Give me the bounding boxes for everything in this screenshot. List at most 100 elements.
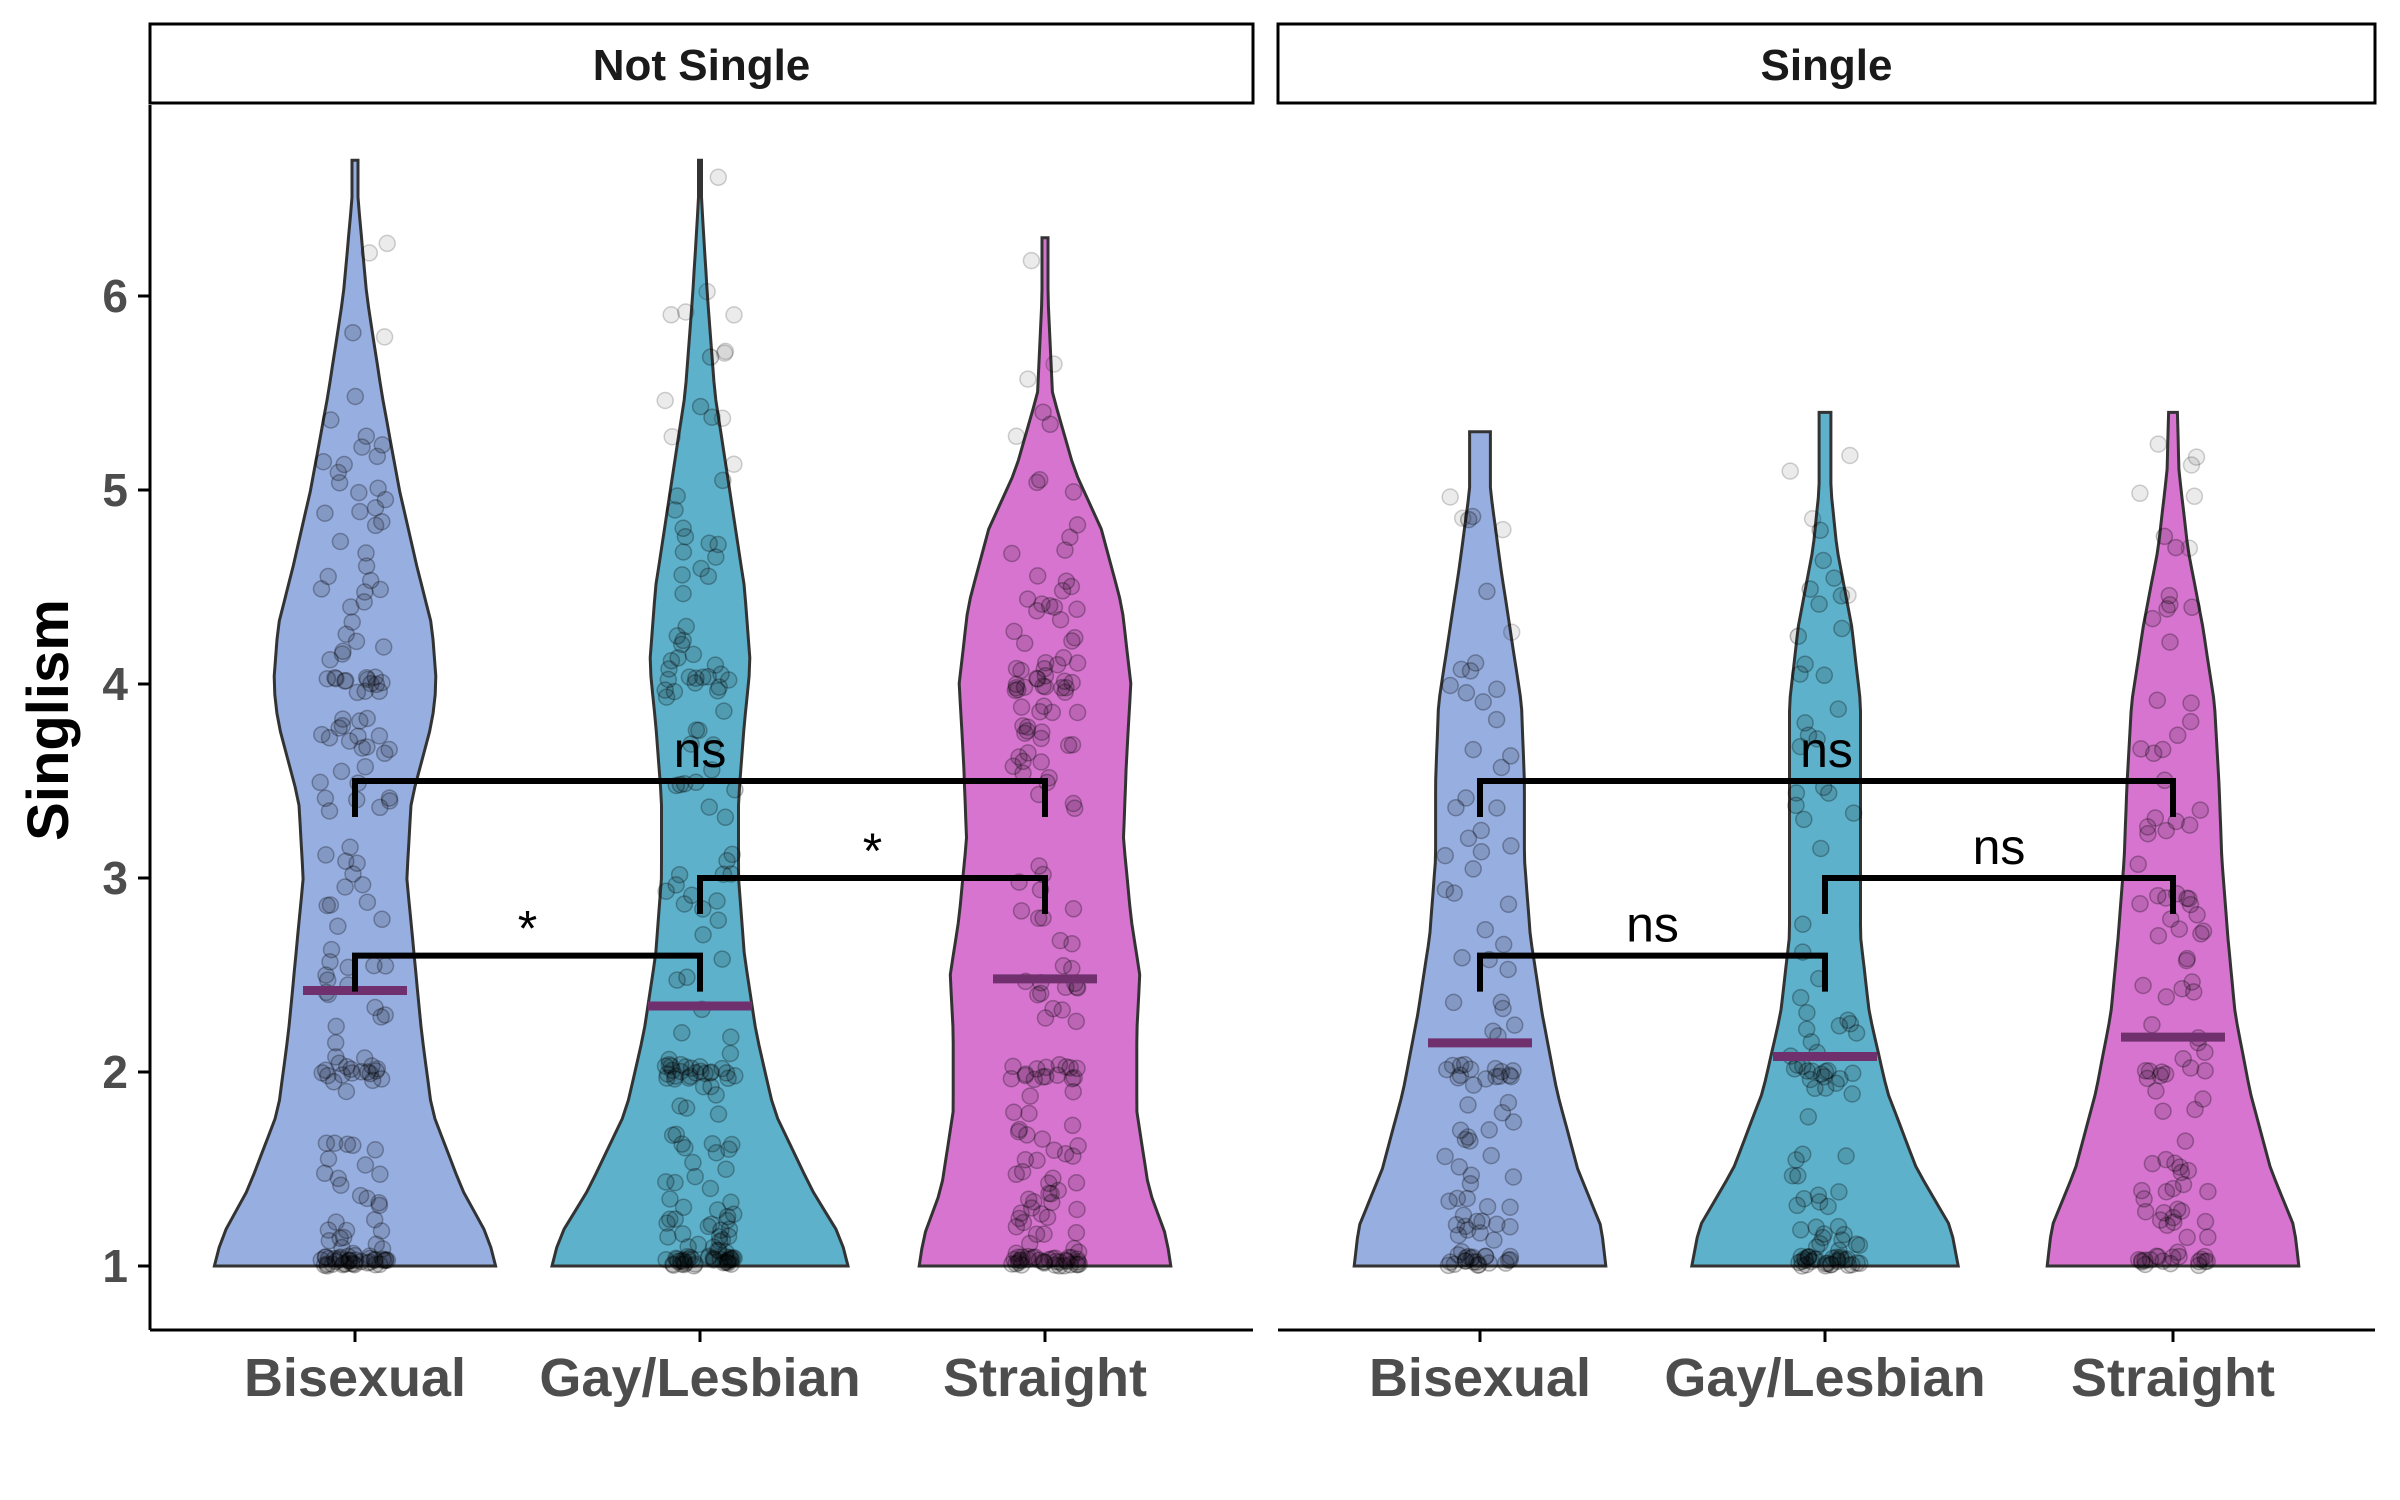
data-point — [380, 740, 398, 759]
data-point — [672, 1255, 691, 1273]
data-point — [1501, 1218, 1519, 1236]
data-point — [1832, 587, 1851, 605]
data-point — [1053, 679, 1071, 697]
data-point — [327, 1213, 345, 1231]
data-point — [315, 1256, 334, 1274]
data-point — [1850, 1254, 1869, 1273]
data-point — [2157, 988, 2176, 1006]
data-point — [1012, 1256, 1031, 1274]
data-point — [1829, 700, 1848, 718]
data-point — [1053, 582, 1072, 600]
data-point — [717, 1243, 735, 1262]
data-point — [1833, 1231, 1851, 1249]
data-point — [1064, 483, 1083, 501]
data-point — [2182, 456, 2201, 474]
data-point — [337, 1221, 356, 1240]
significance-bracket — [352, 952, 703, 992]
data-point — [666, 1067, 685, 1085]
data-point — [353, 438, 371, 456]
data-point — [1502, 837, 1520, 855]
data-point — [667, 1249, 685, 1268]
data-point — [708, 1201, 727, 1219]
data-point — [1043, 1193, 1061, 1212]
data-point — [1068, 1250, 1087, 1269]
data-point — [374, 638, 393, 656]
data-point — [1061, 528, 1079, 547]
data-point — [340, 1252, 358, 1270]
data-point — [1018, 590, 1037, 608]
data-point — [1801, 1070, 1820, 1089]
data-point — [380, 789, 399, 807]
significance-label: ns — [1800, 722, 1853, 778]
data-point — [1499, 1093, 1518, 1112]
data-point — [714, 1254, 733, 1272]
data-point — [704, 736, 723, 754]
data-point — [684, 1153, 702, 1172]
data-point — [718, 1253, 737, 1271]
data-point — [1468, 1212, 1486, 1231]
axes: 1 2 3 4 5 6 Bisexual Gay/Lesbian Straight Bisexua… — [102, 105, 2375, 1408]
data-point — [702, 1077, 720, 1096]
data-point — [1797, 1020, 1816, 1038]
data-point — [2149, 1247, 2167, 1266]
data-point — [353, 875, 372, 894]
data-point — [356, 1156, 375, 1174]
data-point — [725, 306, 743, 324]
data-point — [2172, 1202, 2191, 1220]
data-point — [376, 1006, 394, 1024]
data-point — [723, 1135, 741, 1154]
data-point — [315, 1164, 334, 1183]
data-point — [1057, 1252, 1076, 1271]
data-point — [2194, 922, 2213, 941]
data-point — [1036, 678, 1055, 696]
data-point — [2167, 812, 2185, 831]
data-point — [666, 1173, 684, 1192]
data-point — [1439, 1256, 1458, 1275]
data-point — [346, 1246, 364, 1265]
data-point — [333, 1066, 352, 1084]
data-point — [1806, 1079, 1824, 1098]
data-point — [373, 1240, 392, 1258]
x-tick-label: Bisexual — [244, 1348, 466, 1408]
data-point — [1813, 1228, 1832, 1247]
data-point — [1035, 1225, 1053, 1243]
data-point — [2196, 1043, 2214, 1061]
data-point — [1030, 857, 1048, 875]
data-point — [2161, 595, 2179, 614]
data-point — [1018, 1250, 1037, 1269]
data-point — [691, 397, 710, 416]
data-point — [1010, 748, 1028, 766]
data-point — [1469, 1256, 1487, 1274]
data-point — [334, 642, 352, 661]
data-point — [1803, 510, 1822, 528]
data-point — [357, 427, 376, 445]
data-point — [1057, 678, 1075, 697]
data-point — [656, 391, 674, 410]
data-point — [1461, 1060, 1480, 1078]
data-point — [344, 865, 362, 883]
data-point — [677, 1058, 695, 1076]
data-point — [330, 1054, 348, 1072]
data-point — [1003, 1255, 1021, 1273]
data-point — [317, 846, 335, 864]
data-point — [675, 1255, 694, 1274]
data-point — [1022, 1199, 1041, 1217]
data-point — [327, 1017, 345, 1036]
data-point — [359, 1063, 377, 1081]
data-point — [723, 1249, 742, 1267]
data-point — [674, 631, 692, 650]
data-point — [1044, 1169, 1062, 1188]
data-point — [321, 896, 340, 914]
data-point — [701, 348, 720, 366]
data-point — [1028, 1151, 1046, 1170]
data-point — [1065, 799, 1084, 818]
y-tick-label: 2 — [102, 1046, 128, 1098]
data-point — [687, 721, 706, 739]
data-point — [1841, 446, 1859, 465]
data-point — [710, 1232, 729, 1251]
data-point — [708, 892, 726, 910]
x-tick-label: Gay/Lesbian — [539, 1348, 860, 1408]
data-point — [2179, 1161, 2198, 1180]
data-point — [330, 1249, 349, 1268]
data-point — [719, 1069, 737, 1088]
